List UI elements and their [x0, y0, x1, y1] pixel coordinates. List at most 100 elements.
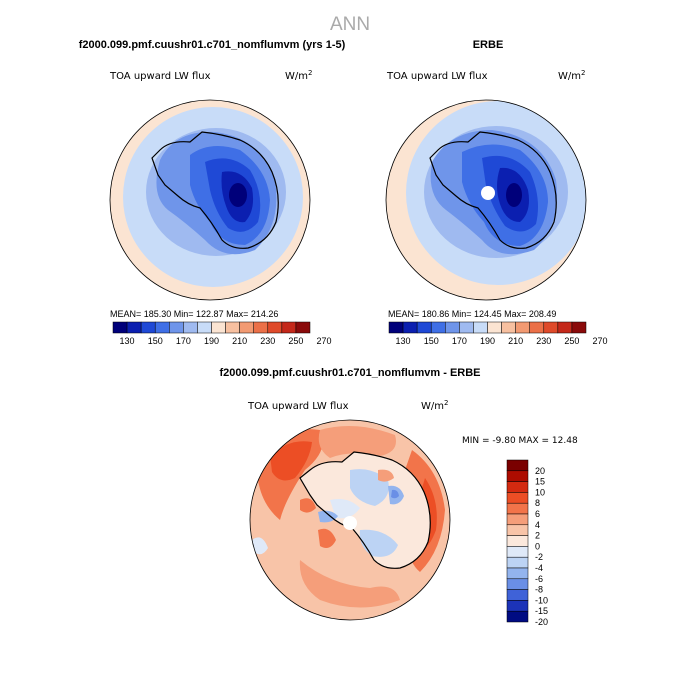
diff-colorbar-tick: -6: [535, 574, 543, 584]
obs-colorbar-box: [473, 321, 488, 334]
model-map-border: [109, 99, 311, 301]
diff-field-cool-f: [318, 510, 338, 523]
diff-colorbar-box: [506, 513, 529, 526]
model-colorbar-box: [112, 321, 128, 334]
model-colorbar-tick: 170: [176, 336, 191, 346]
diff-field-coast-warm-c: [378, 469, 394, 482]
model-variable-label: TOA upward LW flux: [109, 71, 211, 82]
obs-coastline: [429, 131, 557, 249]
model-coastline: [151, 131, 279, 249]
obs-field-min: [506, 183, 522, 207]
model-colorbar-box: [281, 321, 297, 334]
diff-field-cool-e: [330, 499, 360, 519]
obs-colorbar-box: [445, 321, 460, 334]
model-colorbar-box: [183, 321, 198, 334]
model-colorbar-box: [239, 321, 254, 334]
diff-colorbar-box: [506, 556, 529, 569]
diff-colorbar-tick: 4: [535, 520, 540, 530]
diff-field-warm-south: [299, 560, 400, 608]
obs-pole-mask: [481, 186, 495, 200]
diff-colorbar-box: [506, 546, 529, 558]
model-colorbar-box: [169, 321, 184, 334]
model-colorbar-tick: 210: [232, 336, 247, 346]
obs-colorbar-tick: 270: [593, 336, 608, 346]
obs-polar-map: [385, 99, 587, 301]
model-colorbar-tick: 230: [260, 336, 275, 346]
obs-colorbar-box: [571, 321, 587, 334]
diff-colorbar-tick: 15: [535, 477, 545, 487]
obs-colorbar-tick: 230: [536, 336, 551, 346]
obs-colorbar-box: [459, 321, 474, 334]
model-heading: f2000.099.pmf.cuushr01.c701_nomflumvm (y…: [79, 39, 346, 51]
obs-panel: ERBE TOA upward LW flux W/m2 MEAN= 180.8…: [385, 39, 608, 346]
diff-field-coast-warm-a: [318, 528, 336, 548]
obs-colorbar-box: [501, 321, 516, 334]
diff-colorbar-tick: 8: [535, 498, 540, 508]
diff-colorbar-box: [506, 600, 529, 612]
diff-colorbar-tick: -20: [535, 617, 548, 627]
diff-colorbar-box: [506, 567, 529, 580]
diff-colorbar-tick: 6: [535, 509, 540, 519]
obs-colorbar-tick: 250: [564, 336, 579, 346]
obs-colorbar-box: [416, 321, 432, 334]
diff-colorbar-tick: -4: [535, 563, 543, 573]
diff-colorbar-box: [506, 535, 529, 547]
obs-colorbar-box: [430, 321, 446, 334]
diff-colorbar-tick: 0: [535, 541, 540, 551]
model-colorbar-box: [253, 321, 269, 334]
model-colorbar-box: [140, 321, 156, 334]
obs-stats: MEAN= 180.86 Min= 124.45 Max= 208.49: [388, 309, 556, 319]
diff-pole-mask: [343, 516, 357, 530]
diff-field-warm-north: [318, 426, 396, 458]
obs-colorbar-box: [515, 321, 530, 334]
diff-colorbar-tick: -2: [535, 552, 543, 562]
model-stats: MEAN= 185.30 Min= 122.87 Max= 214.26: [110, 309, 278, 319]
diff-unit-label: W/m2: [421, 399, 448, 412]
diff-colorbar-tick: -10: [535, 595, 548, 605]
obs-heading: ERBE: [473, 39, 504, 51]
obs-colorbar-box: [557, 321, 573, 334]
diff-field-warm-west-core: [270, 441, 312, 481]
diff-map-border: [249, 419, 451, 621]
diff-colorbar-box: [506, 459, 529, 472]
diff-colorbar-box: [506, 578, 529, 590]
obs-colorbar-box: [402, 321, 418, 334]
diff-colorbar-box: [506, 524, 529, 536]
model-colorbar-tick: 130: [120, 336, 135, 346]
obs-colorbar-tick: 150: [424, 336, 439, 346]
model-colorbar-tick: 250: [288, 336, 303, 346]
diff-colorbar-tick: -8: [535, 585, 543, 595]
model-colorbar-box: [126, 321, 142, 334]
page-title: ANN: [330, 14, 370, 35]
obs-colorbar-tick: 130: [396, 336, 411, 346]
model-unit-label: W/m2: [285, 69, 312, 82]
obs-colorbar-box: [487, 321, 502, 334]
model-colorbar-box: [267, 321, 283, 334]
model-colorbar-box: [225, 321, 240, 334]
model-colorbar-box: [211, 321, 226, 334]
diff-colorbar-tick: 20: [535, 466, 545, 476]
diff-colorbar-box: [506, 502, 529, 515]
diff-panel: f2000.099.pmf.cuushr01.c701_nomflumvm - …: [219, 367, 577, 627]
diff-variable-label: TOA upward LW flux: [247, 401, 349, 412]
diff-field-cool-d: [359, 529, 398, 557]
diff-colorbar-box: [506, 610, 529, 623]
model-field-min: [229, 183, 247, 207]
model-colorbar-box: [295, 321, 311, 334]
obs-colorbar-tick: 210: [508, 336, 523, 346]
obs-variable-label: TOA upward LW flux: [386, 71, 488, 82]
diff-colorbar-box: [506, 481, 529, 493]
diff-heading: f2000.099.pmf.cuushr01.c701_nomflumvm - …: [219, 367, 480, 379]
model-colorbar-box: [154, 321, 170, 334]
model-colorbar-box: [197, 321, 212, 334]
obs-colorbar-tick: 190: [480, 336, 495, 346]
obs-colorbar-box: [543, 321, 559, 334]
diff-colorbar-box: [506, 589, 529, 601]
diff-colorbar-tick: -15: [535, 606, 548, 616]
model-colorbar: 130 150 170 190 210 230 250 270: [112, 321, 332, 346]
diff-field-continent: [300, 452, 431, 569]
obs-unit-label: W/m2: [558, 69, 585, 82]
diff-polar-map: [249, 419, 451, 621]
diff-field-cool-west: [252, 537, 268, 555]
